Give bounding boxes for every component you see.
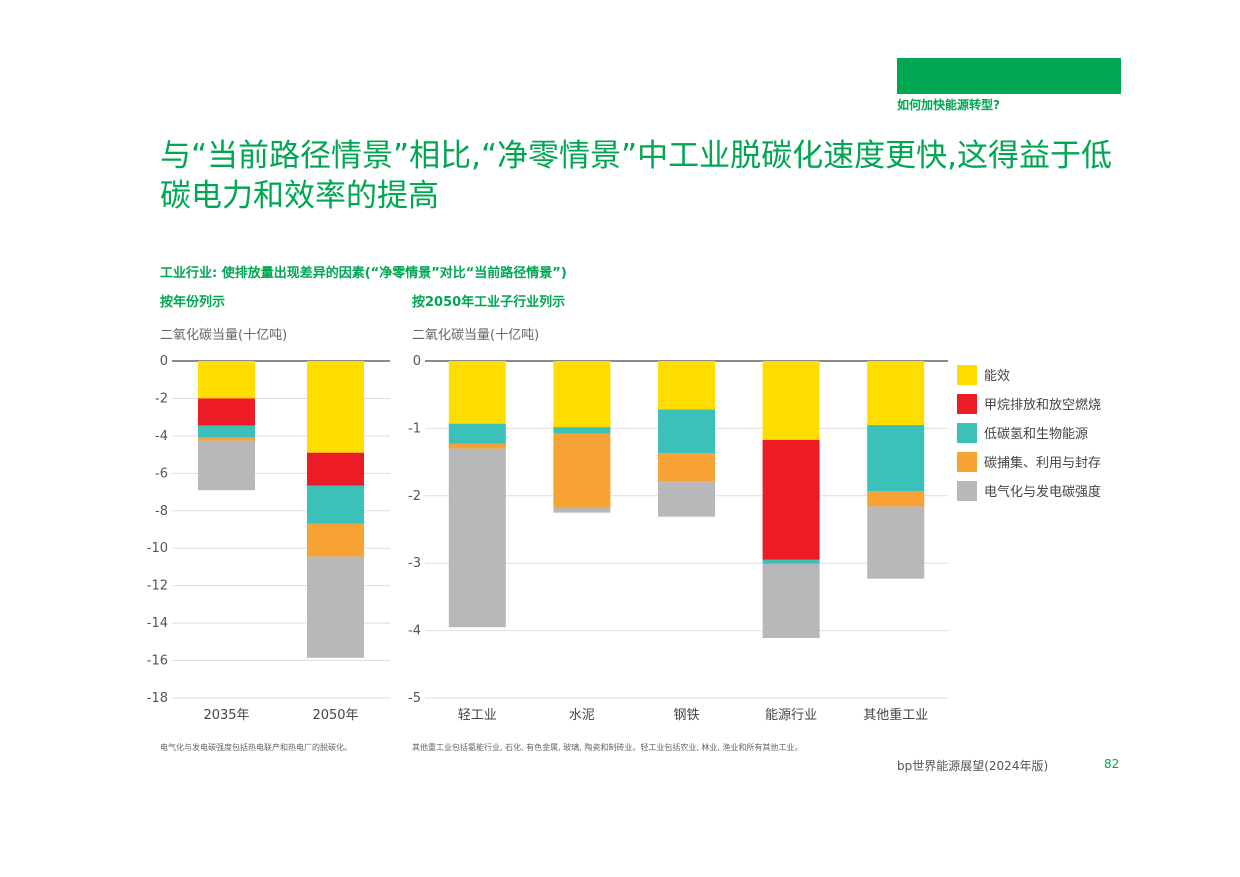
legend-label: 能效 xyxy=(984,369,1011,384)
legend-swatch xyxy=(957,393,977,414)
legend-item: 能效 xyxy=(957,360,1101,389)
left-y-tick-label: -6 xyxy=(155,466,168,481)
left-unit-label: 二氧化碳当量(十亿吨) xyxy=(160,328,288,343)
right-bar-segment xyxy=(762,361,820,440)
page-title: 与“当前路径情景”相比,“净零情景”中工业脱碳化速度更快,这得益于低碳电力和效率… xyxy=(160,138,1112,214)
right-bar-segment xyxy=(867,425,925,492)
right-bar-segment xyxy=(658,481,715,517)
right-bar-segment xyxy=(448,443,506,449)
left-y-tick-label: -10 xyxy=(147,541,168,556)
chart-subtitle: 工业行业: 使排放量出现差异的因素(“净零情景”对比“当前路径情景”) xyxy=(160,266,567,281)
right-footnote: 其他重工业包括氨能行业, 石化, 有色金属, 玻璃, 陶瓷和制砖业。轻工业包括农… xyxy=(412,743,803,752)
legend-swatch xyxy=(957,364,977,385)
left-bar-segment xyxy=(307,485,364,524)
legend: 能效甲烷排放和放空燃烧 低碳氢和生物能源 碳捕集、利用与封存 电气化与发电碳强度 xyxy=(957,360,1101,505)
page-number: 82 xyxy=(1104,757,1120,771)
left-bar-segment xyxy=(307,452,364,486)
right-bar-segment xyxy=(867,491,925,507)
right-y-tick-label: -2 xyxy=(408,489,421,504)
legend-swatch xyxy=(957,480,977,501)
left-y-tick-label: -4 xyxy=(155,429,168,444)
left-x-category-label: 2050年 xyxy=(312,708,358,723)
publication-footer: bp世界能源展望(2024年版) xyxy=(897,759,1049,773)
right-x-category-label: 其他重工业 xyxy=(863,707,928,723)
legend-label: 低碳氢和生物能源 xyxy=(984,427,1089,442)
legend-item: 低碳氢和生物能源 xyxy=(957,418,1101,447)
legend-item: 甲烷排放和放空燃烧 xyxy=(957,389,1101,418)
right-bar-segment xyxy=(658,409,715,454)
left-bar-segment xyxy=(307,556,364,658)
right-bar-segment xyxy=(867,506,925,579)
left-bar-segment xyxy=(198,361,255,399)
left-y-tick-label: -2 xyxy=(155,391,168,406)
left-panel-title: 按年份列示 xyxy=(160,295,226,310)
right-bar-segment xyxy=(448,448,506,628)
right-y-tick-label: 0 xyxy=(413,354,421,369)
left-y-tick-label: -12 xyxy=(147,579,168,594)
left-bar-segment xyxy=(307,361,364,453)
right-x-category-label: 能源行业 xyxy=(765,708,817,723)
section-tag-bar xyxy=(897,58,1121,94)
right-bar-segment xyxy=(553,507,611,513)
right-bar-segment xyxy=(553,433,611,508)
left-bar-segment xyxy=(198,425,255,438)
right-y-tick-label: -3 xyxy=(408,556,421,571)
right-bar-segment xyxy=(448,423,506,444)
legend-swatch xyxy=(957,451,977,472)
legend-label: 甲烷排放和放空燃烧 xyxy=(984,398,1102,413)
left-bar-segment xyxy=(198,398,255,426)
left-y-tick-label: 0 xyxy=(160,354,168,369)
legend-item: 电气化与发电碳强度 xyxy=(957,476,1101,505)
right-bar-segment xyxy=(762,563,820,639)
right-panel-title: 按2050年工业子行业列示 xyxy=(412,295,566,310)
left-bar-segment xyxy=(198,437,255,441)
left-y-tick-label: -18 xyxy=(147,691,168,706)
right-x-category-label: 水泥 xyxy=(569,708,595,723)
right-unit-label: 二氧化碳当量(十亿吨) xyxy=(412,328,540,343)
left-bar-segment xyxy=(198,440,255,491)
left-footnote: 电气化与发电碳强度包括热电联产和热电厂的脱碳化。 xyxy=(160,743,352,752)
right-bar-segment xyxy=(553,361,611,428)
section-tag: 如何加快能源转型? xyxy=(897,98,1000,112)
right-bar-segment xyxy=(658,361,715,410)
left-y-tick-label: -8 xyxy=(155,504,168,519)
right-x-category-label: 钢铁 xyxy=(673,708,699,723)
right-y-tick-label: -4 xyxy=(408,624,421,639)
right-y-tick-label: -1 xyxy=(408,421,421,436)
left-y-tick-label: -16 xyxy=(147,654,168,669)
right-bar-segment xyxy=(762,559,820,564)
legend-item: 碳捕集、利用与封存 xyxy=(957,447,1101,476)
right-x-category-label: 轻工业 xyxy=(458,708,497,723)
left-y-tick-label: -14 xyxy=(147,616,168,631)
right-bar-segment xyxy=(553,427,611,434)
left-bar-segment xyxy=(307,523,364,557)
right-bar-segment xyxy=(762,439,820,560)
right-bar-segment xyxy=(867,361,925,426)
legend-label: 碳捕集、利用与封存 xyxy=(984,456,1102,471)
right-bar-segment xyxy=(658,453,715,482)
legend-swatch xyxy=(957,422,977,443)
legend-label: 电气化与发电碳强度 xyxy=(984,485,1102,500)
right-bar-segment xyxy=(448,361,506,424)
right-y-tick-label: -5 xyxy=(408,691,421,706)
left-x-category-label: 2035年 xyxy=(203,708,249,723)
